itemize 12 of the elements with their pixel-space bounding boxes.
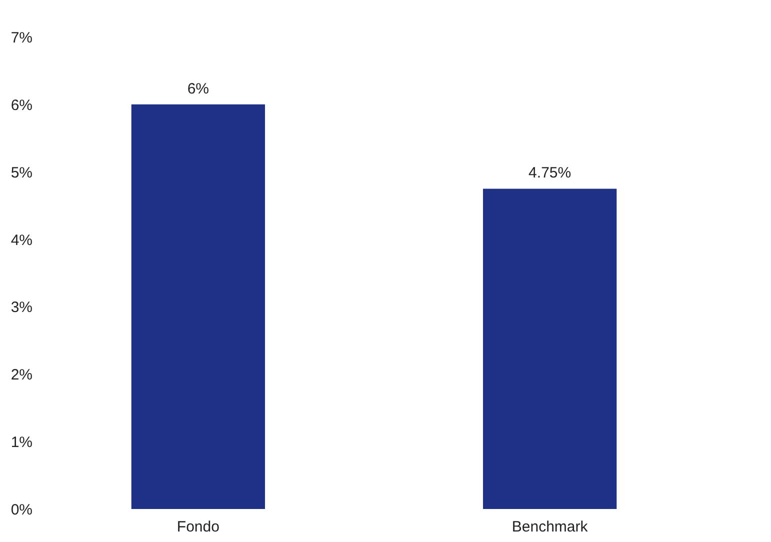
y-tick-label: 2% <box>10 366 32 384</box>
y-tick-label: 1% <box>10 434 32 452</box>
data-label: 6% <box>187 80 210 98</box>
x-tick-label: Benchmark <box>512 518 588 536</box>
y-tick-label: 7% <box>10 30 32 46</box>
y-tick-label: 0% <box>10 502 32 518</box>
data-label: 4.75% <box>528 164 572 182</box>
y-tick-label: 6% <box>10 96 32 114</box>
y-tick-label: 4% <box>10 232 32 249</box>
y-tick-label: 3% <box>10 299 32 316</box>
x-tick-label: Fondo <box>176 518 220 536</box>
y-tick-label: 5% <box>10 164 32 182</box>
